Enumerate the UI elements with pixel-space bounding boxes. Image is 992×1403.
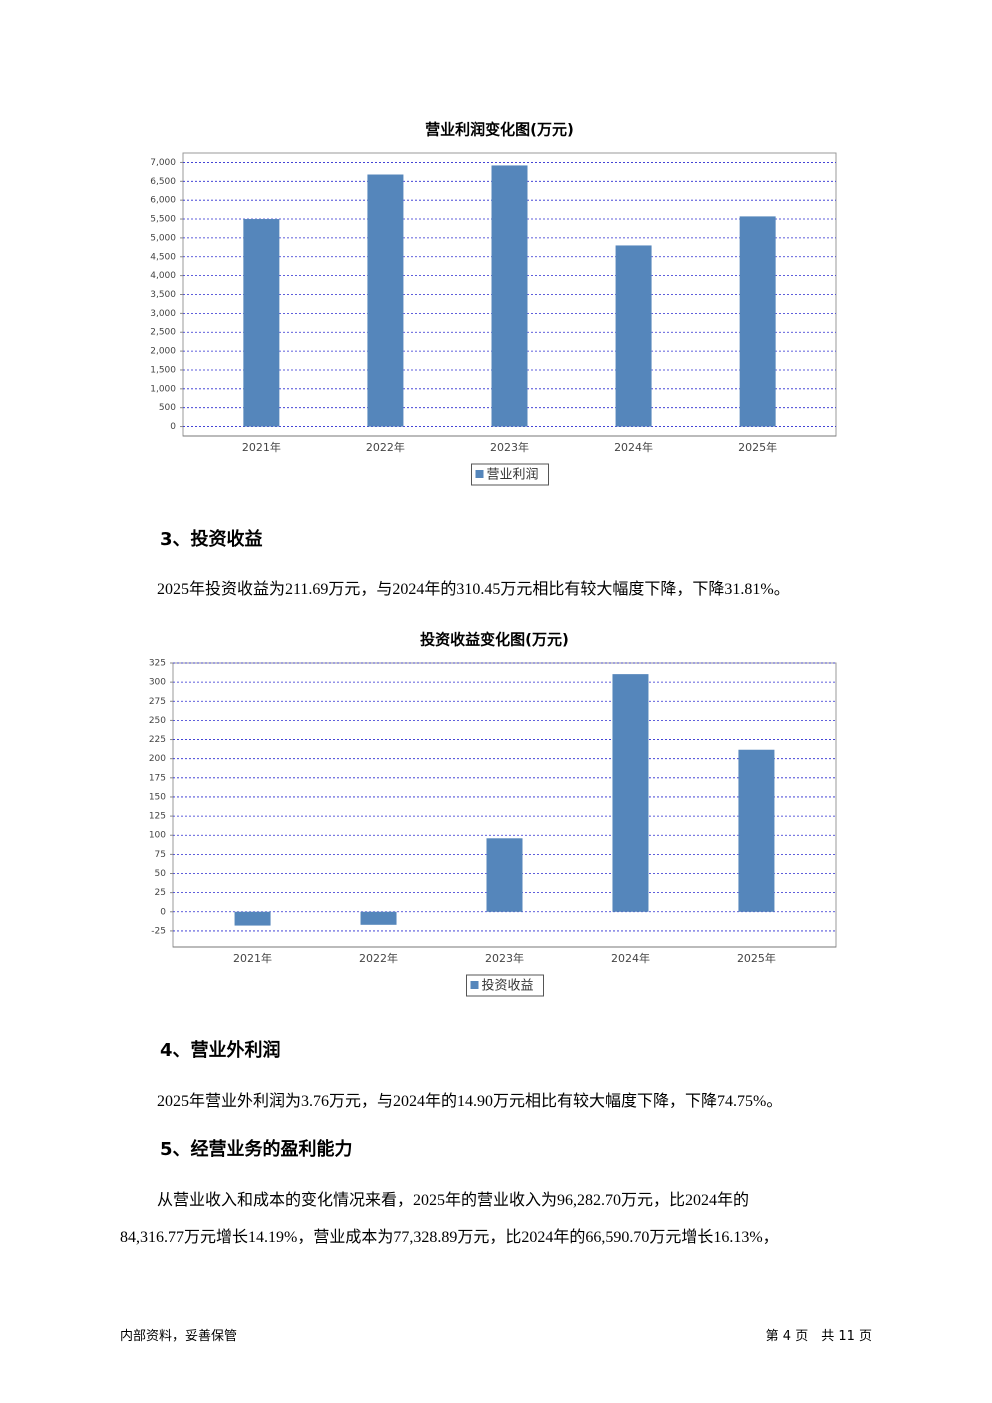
bar (486, 838, 523, 912)
bar (615, 245, 652, 427)
legend-box (471, 463, 549, 486)
legend-label: 投资收益 (482, 978, 534, 994)
y-tick-label: 75 (155, 850, 166, 860)
y-tick-label: 275 (149, 697, 166, 707)
y-tick-label: 225 (149, 735, 166, 745)
y-tick-label: -25 (151, 926, 166, 936)
bar (491, 165, 528, 427)
y-tick-label: 5,000 (150, 233, 176, 243)
y-tick-label: 6,500 (150, 177, 176, 187)
y-tick-label: 4,000 (150, 271, 176, 281)
x-tick-label: 2024年 (614, 440, 653, 454)
legend-swatch (470, 981, 479, 989)
y-tick-label: 1,000 (150, 384, 176, 394)
y-tick-label: 500 (159, 403, 176, 413)
bar (739, 216, 776, 427)
y-tick-label: 325 (149, 659, 166, 669)
y-tick-label: 7,000 (150, 158, 176, 168)
y-tick-label: 50 (155, 869, 167, 879)
y-tick-label: 250 (149, 716, 166, 726)
y-tick-label: 3,000 (150, 309, 176, 319)
y-tick-label: 175 (149, 773, 166, 783)
x-tick-label: 2023年 (485, 951, 524, 965)
y-tick-label: 0 (160, 907, 166, 917)
chart: 投资收益变化图(万元) -25 0 25 50 75 100 125 150 175 200 225 2… (149, 631, 837, 997)
x-tick-label: 2022年 (359, 951, 398, 965)
y-tick-label: 125 (149, 812, 166, 822)
y-tick-label: 200 (149, 754, 166, 764)
y-tick-label: 4,500 (150, 252, 176, 262)
y-tick-label: 300 (149, 678, 166, 688)
x-tick-label: 2021年 (233, 951, 272, 965)
bar (234, 911, 271, 926)
bar (738, 749, 775, 912)
x-tick-label: 2024年 (611, 951, 650, 965)
y-tick-label: 6,000 (150, 196, 176, 206)
bar (612, 674, 649, 912)
paragraph: 从营业收入和成本的变化情况来看，2025年的营业收入为96,282.70万元，比… (157, 1192, 750, 1209)
legend-swatch (475, 470, 484, 478)
y-tick-label: 1,500 (150, 365, 176, 375)
footer-right: 第 4 页 共 11 页 (765, 1329, 872, 1344)
y-tick-label: 100 (149, 831, 166, 841)
x-tick-label: 2023年 (490, 440, 529, 454)
legend-label: 营业利润 (487, 468, 539, 483)
paragraph: 2025年营业外利润为3.76万元，与2024年的14.90万元相比有较大幅度下… (157, 1093, 783, 1110)
y-tick-label: 25 (155, 888, 166, 898)
x-tick-label: 2021年 (242, 440, 281, 454)
section-heading: 4、营业外利润 (160, 1040, 281, 1061)
y-tick-label: 2,500 (150, 328, 176, 338)
y-tick-label: 150 (149, 792, 166, 802)
footer-left: 内部资料，妥善保管 (120, 1329, 238, 1344)
y-tick-label: 2,000 (150, 347, 176, 357)
paragraph: 2025年投资收益为211.69万元，与2024年的310.45万元相比有较大幅… (157, 581, 790, 598)
legend-box (466, 974, 544, 997)
paragraph: 84,316.77万元增长14.19%，营业成本为77,328.89万元，比20… (120, 1229, 779, 1246)
chart-title: 投资收益变化图(万元) (420, 631, 569, 649)
y-tick-label: 5,500 (150, 215, 176, 225)
section-heading: 5、经营业务的盈利能力 (160, 1139, 353, 1160)
x-tick-label: 2025年 (737, 951, 776, 965)
chart-title: 营业利润变化图(万元) (425, 121, 574, 139)
bar (367, 174, 404, 427)
x-tick-label: 2025年 (738, 440, 777, 454)
bar (360, 911, 397, 925)
chart: 营业利润变化图(万元) 0 500 1,000 1,500 2,000 2,500 3,000… (150, 121, 837, 486)
y-tick-label: 3,500 (150, 290, 176, 300)
section-heading: 3、投资收益 (160, 529, 263, 550)
bar (243, 219, 280, 427)
y-tick-label: 0 (170, 422, 176, 432)
x-tick-label: 2022年 (366, 440, 405, 454)
